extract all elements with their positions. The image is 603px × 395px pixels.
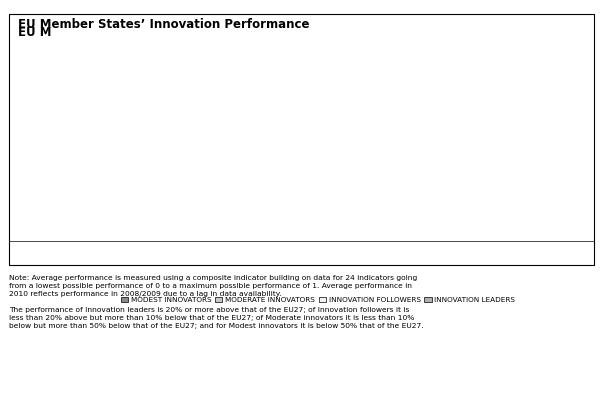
Bar [165,157,179,239]
Text: EU M: EU M [18,26,52,39]
Bar [535,78,549,239]
Bar [126,171,140,239]
Bar [185,153,198,239]
Bar [68,181,81,239]
Bar [262,129,276,239]
Bar [87,181,101,239]
Legend: MODEST INNOVATORS, MODERATE INNOVATORS, INNOVATION FOLLOWERS, INNOVATION LEADERS: MODEST INNOVATORS, MODERATE INNOVATORS, … [121,297,516,303]
Bar [438,92,452,239]
Bar [555,57,569,239]
Text: EU Member States’ Innovation Performance: EU Member States’ Innovation Performance [18,18,309,31]
Bar [418,93,432,239]
Bar [302,125,315,239]
Bar [243,136,257,239]
Bar [516,79,530,239]
Bar [457,90,472,239]
Bar [321,117,335,239]
Bar [223,144,238,239]
Bar [360,112,374,239]
Bar [379,105,393,239]
Bar [106,178,121,239]
Bar [496,81,510,239]
Bar [204,148,218,239]
Bar [145,169,159,239]
Bar [282,128,296,239]
Text: Note: Average performance is measured using a composite indicator building on da: Note: Average performance is measured us… [9,275,424,329]
Bar [48,188,62,239]
Bar [477,85,491,239]
Bar [574,41,588,239]
Bar [340,116,355,239]
Bar [399,97,413,239]
